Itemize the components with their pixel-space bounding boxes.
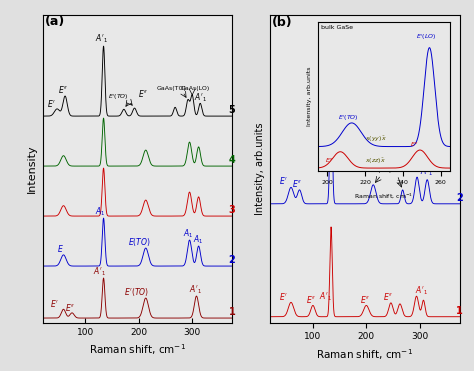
X-axis label: Raman shift, cm$^{-1}$: Raman shift, cm$^{-1}$: [317, 347, 413, 362]
Text: $E'(TO)$: $E'(TO)$: [338, 114, 359, 123]
Y-axis label: Intensity, arb.units: Intensity, arb.units: [307, 67, 312, 126]
Text: 4: 4: [228, 155, 235, 165]
Text: GaAs(TO): GaAs(TO): [156, 86, 186, 91]
Text: $A_1$: $A_1$: [95, 206, 106, 218]
Text: $A'_1$: $A'_1$: [194, 92, 207, 104]
Text: $E'(TO)$: $E'(TO)$: [372, 166, 392, 176]
Text: 2: 2: [228, 255, 235, 265]
X-axis label: Raman shift, cm$^{-1}$: Raman shift, cm$^{-1}$: [89, 342, 186, 357]
Text: $E''$: $E''$: [306, 294, 317, 305]
Text: $x(yy)\bar{x}$: $x(yy)\bar{x}$: [365, 134, 387, 144]
Text: $A'_1$: $A'_1$: [415, 285, 428, 297]
Y-axis label: Intensity, arb.units: Intensity, arb.units: [255, 122, 264, 215]
Text: $E''$: $E''$: [58, 84, 68, 95]
Text: $E'(LO)$: $E'(LO)$: [416, 33, 437, 42]
Text: $x(zz)\bar{x}$: $x(zz)\bar{x}$: [365, 157, 386, 166]
Text: $E'$: $E'$: [47, 98, 56, 109]
Text: $E''$: $E''$: [359, 294, 370, 305]
Text: $A'_1$: $A'_1$: [93, 266, 106, 278]
Text: GaAs(LO): GaAs(LO): [180, 86, 210, 91]
Text: $E'$: $E'$: [279, 290, 287, 302]
Text: $E'$: $E'$: [51, 298, 59, 309]
Text: $E''$: $E''$: [383, 291, 393, 302]
Text: $E''$: $E''$: [138, 88, 148, 99]
Text: $E''$: $E''$: [292, 178, 302, 189]
Y-axis label: Intensity: Intensity: [27, 144, 37, 193]
Text: 2: 2: [456, 193, 463, 203]
Text: $E'(TO)$: $E'(TO)$: [108, 92, 129, 102]
Text: $E''$: $E''$: [410, 140, 419, 149]
Text: GaAs(LO): GaAs(LO): [394, 160, 423, 165]
Text: $E'(TO)$: $E'(TO)$: [124, 286, 149, 298]
Text: $E''$: $E''$: [65, 302, 75, 313]
Text: 5: 5: [228, 105, 235, 115]
Text: 1: 1: [456, 306, 463, 316]
Text: (a): (a): [45, 15, 65, 28]
Text: bulk GaSe: bulk GaSe: [321, 25, 354, 30]
Text: $E$: $E$: [57, 243, 64, 254]
Text: (b): (b): [273, 16, 293, 29]
Text: $A_1$: $A_1$: [193, 234, 204, 246]
Text: GaAs(TO): GaAs(TO): [383, 164, 412, 169]
Text: $A'_1$: $A'_1$: [322, 65, 336, 78]
Text: $E''$: $E''$: [325, 157, 334, 165]
Text: $A'_1$: $A'_1$: [419, 166, 433, 178]
Text: 3: 3: [228, 205, 235, 215]
Text: $E(TO)$: $E(TO)$: [128, 236, 151, 248]
Text: $A'_1$: $A'_1$: [95, 33, 108, 45]
X-axis label: Raman shift, cm$^{-1}$: Raman shift, cm$^{-1}$: [355, 191, 413, 200]
Text: $A'_1$: $A'_1$: [189, 284, 202, 296]
Text: $A_1$: $A_1$: [183, 228, 194, 240]
Text: $E'$: $E'$: [279, 175, 287, 186]
Text: 1: 1: [228, 307, 235, 317]
Text: $A'_1$: $A'_1$: [319, 290, 332, 303]
